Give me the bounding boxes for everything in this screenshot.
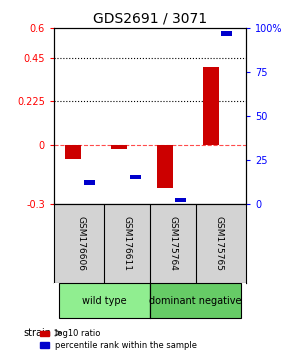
Text: wild type: wild type xyxy=(82,296,127,306)
Title: GDS2691 / 3071: GDS2691 / 3071 xyxy=(93,12,207,26)
FancyBboxPatch shape xyxy=(58,283,150,318)
Bar xyxy=(130,175,141,179)
FancyBboxPatch shape xyxy=(150,283,242,318)
Bar xyxy=(175,198,187,202)
Bar xyxy=(202,67,219,145)
Bar xyxy=(221,32,232,36)
Bar xyxy=(157,145,173,188)
Text: GSM175764: GSM175764 xyxy=(168,216,177,271)
Text: GSM176606: GSM176606 xyxy=(77,216,86,271)
Text: dominant negative: dominant negative xyxy=(149,296,242,306)
Text: GSM176611: GSM176611 xyxy=(123,216,132,271)
Text: strain: strain xyxy=(24,328,52,338)
Legend: log10 ratio, percentile rank within the sample: log10 ratio, percentile rank within the … xyxy=(40,329,197,350)
Bar xyxy=(84,180,95,185)
Text: GSM175765: GSM175765 xyxy=(214,216,223,271)
Bar xyxy=(111,145,127,149)
Bar xyxy=(65,145,81,159)
